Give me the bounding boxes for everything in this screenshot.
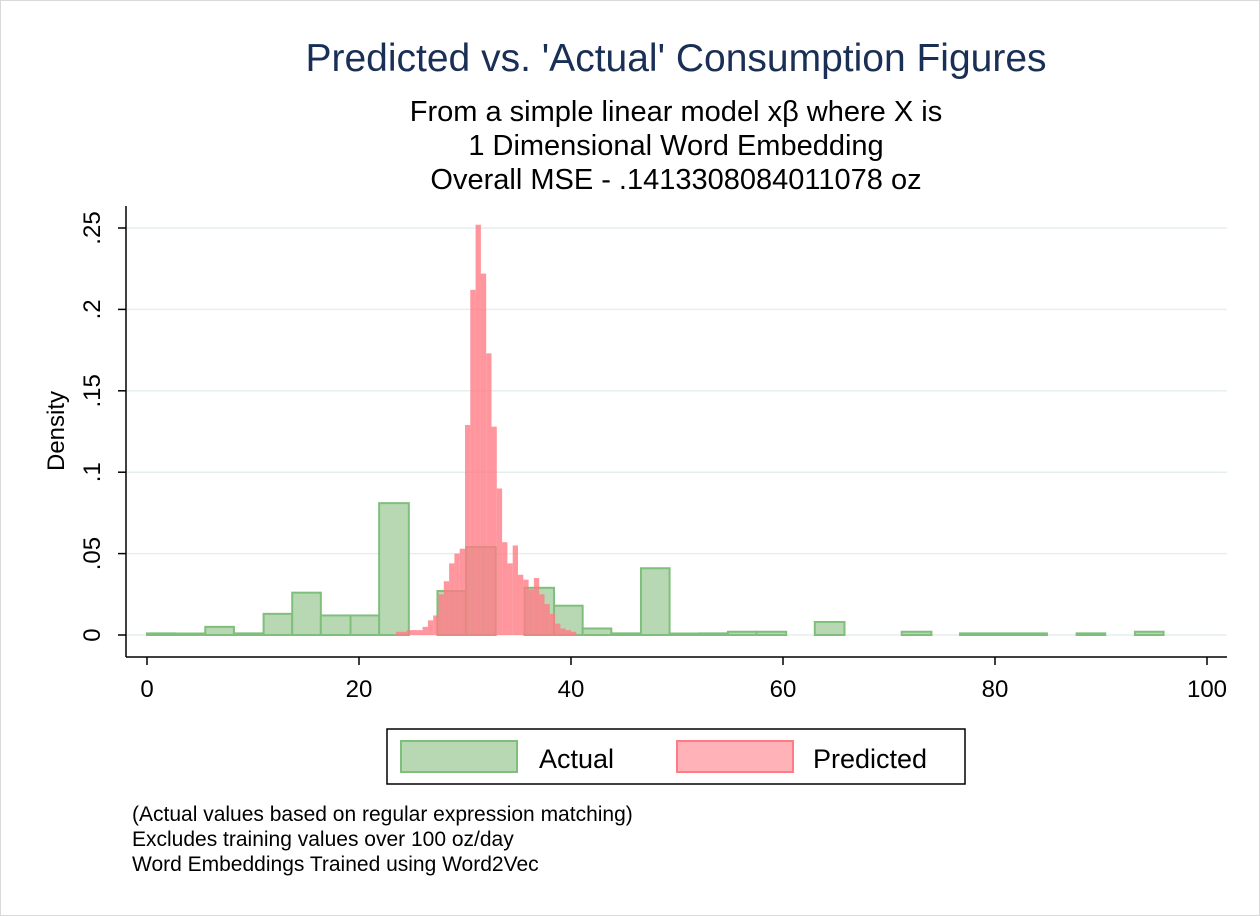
predicted-bar <box>427 620 434 635</box>
predicted-bar <box>465 424 471 635</box>
predicted-bar <box>549 613 556 635</box>
x-tick-label: 100 <box>1187 676 1227 703</box>
chart-subtitle-line-1: From a simple linear model xβ where X is <box>409 96 943 128</box>
chart-subtitle-line-2: 1 Dimensional Word Embedding <box>468 130 884 162</box>
predicted-bar <box>565 630 571 635</box>
predicted-bar <box>544 604 550 635</box>
actual-bar <box>959 632 1048 637</box>
legend-swatch-actual <box>400 740 518 773</box>
actual-bar <box>610 632 642 637</box>
actual-bar <box>291 591 322 636</box>
actual-bars <box>146 502 1165 637</box>
x-tick-label: 20 <box>346 676 373 703</box>
actual-bar <box>900 630 933 637</box>
predicted-bar <box>433 615 439 635</box>
chart-title: Predicted vs. 'Actual' Consumption Figur… <box>305 37 1047 80</box>
y-tick-label: .15 <box>79 374 106 407</box>
predicted-bar <box>486 353 492 635</box>
actual-bar <box>698 632 729 637</box>
predicted-bar <box>412 630 418 635</box>
actual-bar <box>1075 632 1107 637</box>
legend-label-predicted: Predicted <box>813 744 927 774</box>
predicted-bar <box>491 426 497 635</box>
predicted-bar <box>480 273 487 635</box>
y-tick-label: .2 <box>79 299 106 319</box>
y-tick-label: .1 <box>79 462 106 482</box>
predicted-bar <box>406 630 412 635</box>
predicted-bar <box>417 630 423 635</box>
predicted-bar <box>560 628 566 635</box>
actual-bar <box>1133 630 1165 637</box>
x-tick-label: 40 <box>558 676 585 703</box>
footnote-2: Excludes training values over 100 oz/day <box>132 828 514 851</box>
predicted-bar <box>528 589 534 635</box>
predicted-bar <box>443 581 450 635</box>
footnote-1: (Actual values based on regular expressi… <box>132 803 633 826</box>
predicted-bar <box>571 631 577 635</box>
legend-label-actual: Actual <box>539 744 614 774</box>
predicted-bar <box>438 594 444 635</box>
actual-bar <box>668 632 701 636</box>
predicted-bar <box>555 623 561 635</box>
footnote-3: Word Embeddings Trained using Word2Vec <box>132 853 539 876</box>
predicted-bar <box>496 488 503 635</box>
legend-swatch-predicted <box>676 740 794 773</box>
actual-bar <box>726 630 758 637</box>
actual-bar <box>349 614 381 636</box>
chart-subtitle-line-3: Overall MSE - .1413308084011078 oz <box>430 164 922 196</box>
predicted-bar <box>470 289 476 635</box>
y-axis-title: Density <box>43 391 70 471</box>
predicted-bar <box>401 631 407 635</box>
x-tick-label: 0 <box>140 676 153 703</box>
predicted-bar <box>502 542 508 635</box>
actual-bar <box>639 567 671 637</box>
x-tick-label: 60 <box>770 676 797 703</box>
actual-bar <box>174 632 207 636</box>
y-tick-label: .05 <box>79 537 106 570</box>
predicted-bars <box>396 224 577 635</box>
actual-bar <box>319 614 352 636</box>
actual-bar <box>378 502 410 636</box>
predicted-bar <box>507 563 513 635</box>
y-tick-label: .25 <box>79 211 106 244</box>
gridlines <box>127 227 1227 636</box>
actual-bar <box>262 612 294 636</box>
predicted-bar <box>518 574 524 635</box>
actual-bar <box>146 632 177 637</box>
predicted-bar <box>454 553 460 635</box>
actual-bar <box>204 625 235 636</box>
y-tick-label: 0 <box>79 628 106 641</box>
predicted-bar <box>512 545 518 635</box>
predicted-bar <box>533 578 540 635</box>
predicted-bar <box>396 631 402 635</box>
axes: 0 .05 .1 .15 .2 .25 0 20 40 60 80 100 Density <box>43 206 1227 703</box>
predicted-bar <box>475 224 481 635</box>
actual-bar <box>581 627 613 636</box>
predicted-bar <box>459 548 465 635</box>
predicted-bar <box>422 626 428 635</box>
actual-bar <box>813 620 846 637</box>
legend: Actual Predicted <box>386 728 966 785</box>
x-tick-label: 80 <box>982 676 1009 703</box>
predicted-bar <box>523 579 529 635</box>
predicted-bar <box>539 594 545 635</box>
actual-bar <box>232 632 265 637</box>
actual-bar <box>553 604 584 636</box>
actual-bar <box>755 630 788 637</box>
predicted-bar <box>449 563 455 635</box>
